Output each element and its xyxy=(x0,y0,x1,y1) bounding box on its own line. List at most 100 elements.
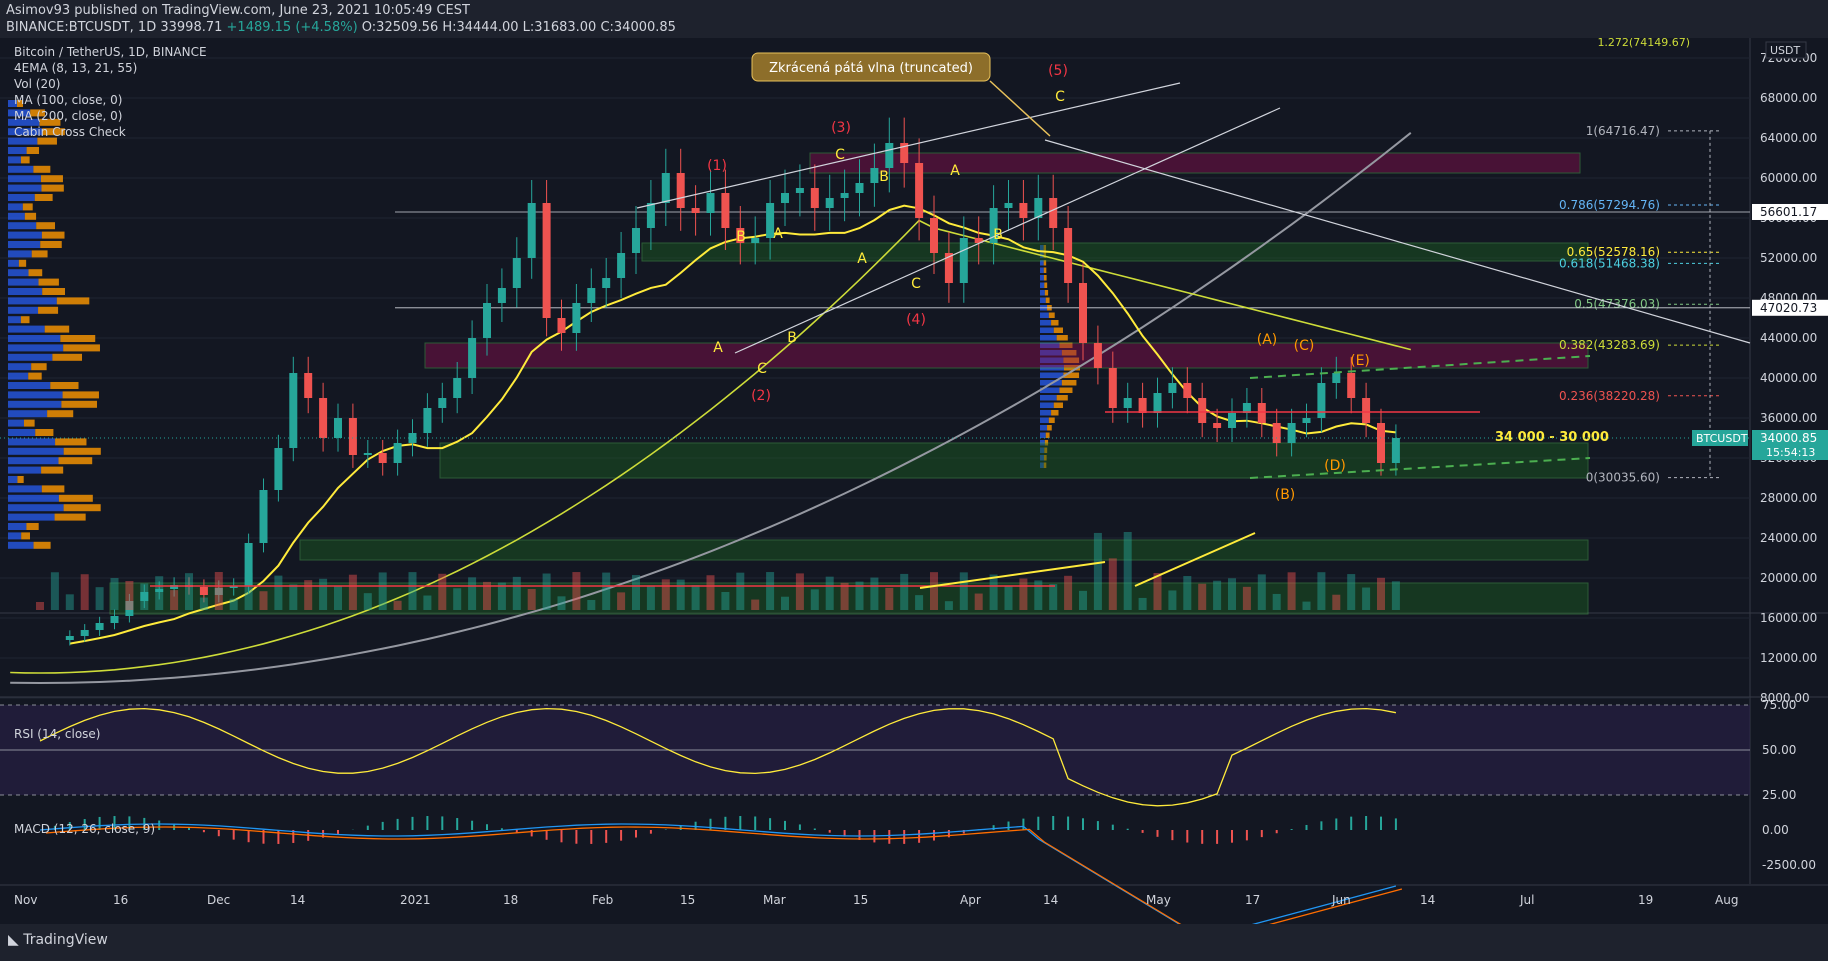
fib-level-label: 0.382(43283.69) xyxy=(1559,338,1660,352)
volume-bar xyxy=(1093,532,1102,610)
volume-profile-bar xyxy=(8,306,39,314)
candle-body xyxy=(1228,413,1236,428)
volume-bar xyxy=(885,587,894,610)
fib-level-label: 1.272(74149.67) xyxy=(1597,38,1690,49)
candle-body xyxy=(706,193,715,213)
volume-profile-bar xyxy=(1040,282,1045,288)
macd-histogram xyxy=(1037,816,1040,830)
macd-histogram xyxy=(113,816,116,830)
macd-histogram xyxy=(217,830,220,837)
candle-body xyxy=(1108,368,1117,408)
volume-bar xyxy=(751,599,760,610)
volume-bar xyxy=(274,575,283,610)
volume-bar xyxy=(542,573,551,610)
volume-bar xyxy=(632,575,640,610)
candle-body xyxy=(691,208,700,213)
wave-label: B xyxy=(879,169,889,185)
volume-bar xyxy=(1213,580,1222,610)
volume-profile-bar xyxy=(1061,350,1077,356)
volume-profile-bar xyxy=(31,363,47,371)
wave-label: (5) xyxy=(1048,63,1068,79)
candle-body xyxy=(155,589,164,592)
macd-histogram xyxy=(947,830,950,838)
volume-profile-bar xyxy=(1048,312,1055,318)
volume-profile-bar xyxy=(1040,275,1044,281)
volume-bar xyxy=(1123,532,1132,610)
candle-body xyxy=(1034,198,1043,218)
volume-bar xyxy=(334,586,342,610)
volume-bar xyxy=(1198,583,1207,610)
volume-profile-bar xyxy=(8,128,43,136)
price-chart[interactable]: 72000.0068000.0064000.0060000.0056000.00… xyxy=(0,38,1828,924)
volume-profile-bar xyxy=(1040,320,1052,326)
volume-profile-bar xyxy=(40,175,63,183)
wave-label: (A) xyxy=(1257,332,1278,348)
volume-profile-bar xyxy=(1063,372,1080,378)
volume-profile-bar xyxy=(24,212,37,220)
time-tick: 2021 xyxy=(400,893,431,907)
volume-profile-bar xyxy=(1053,327,1063,333)
macd-histogram xyxy=(456,818,459,830)
candle-body xyxy=(1168,383,1177,393)
candle-body xyxy=(1242,403,1251,413)
wave-label: (E) xyxy=(1350,353,1370,369)
volume-bar xyxy=(587,599,596,610)
volume-profile-bar xyxy=(8,222,37,230)
time-tick: 16 xyxy=(113,893,128,907)
support-resistance-zone xyxy=(641,242,1589,262)
wave-label: (1) xyxy=(707,158,727,174)
candle-body xyxy=(453,378,462,398)
time-tick: Feb xyxy=(592,893,613,907)
support-resistance-zone xyxy=(109,582,1589,615)
volume-bar xyxy=(691,585,700,610)
volume-bar xyxy=(527,588,536,610)
macd-histogram xyxy=(1320,821,1323,830)
legend-ma100: MA (100, close, 0) xyxy=(14,93,123,107)
volume-profile-bar xyxy=(44,325,70,333)
candle-body xyxy=(1153,393,1162,413)
volume-bar xyxy=(1183,576,1192,610)
macd-line xyxy=(39,823,1397,924)
candle-body xyxy=(795,188,804,193)
price-tag-bg xyxy=(1752,203,1828,220)
candle-body xyxy=(825,198,834,208)
macd-histogram xyxy=(590,830,593,844)
volume-profile-bar xyxy=(8,147,27,154)
price-axis-bg xyxy=(1750,38,1828,884)
symbol-ohlc-line: BINANCE:BTCUSDT, 1D 33998.71 +1489.15 (+… xyxy=(6,20,676,35)
tradingview-logo[interactable]: ◣ TradingView xyxy=(8,932,108,948)
last-price: 33998.71 xyxy=(160,20,223,35)
volume-profile-bar xyxy=(26,523,39,530)
volume-profile-bar xyxy=(1064,365,1080,371)
time-tick: 14 xyxy=(1420,893,1435,907)
volume-profile-bar xyxy=(8,335,61,342)
volume-profile-bar xyxy=(60,335,96,342)
volume-profile-bar xyxy=(28,372,42,380)
macd-histogram xyxy=(1096,821,1099,830)
volume-profile-bar xyxy=(1059,342,1073,348)
volume-profile-bar xyxy=(41,231,65,239)
macd-histogram xyxy=(1111,824,1114,830)
macd-histogram xyxy=(992,825,995,830)
volume-bar xyxy=(900,573,909,610)
volume-profile-bar xyxy=(58,494,93,502)
volume-profile-bar xyxy=(63,504,101,512)
wave-label: C xyxy=(1055,89,1065,105)
price-tick: 36000.00 xyxy=(1760,411,1817,425)
publisher-line: Asimov93 published on TradingView.com, J… xyxy=(6,3,470,18)
time-tick: Mar xyxy=(763,893,786,907)
candle-body xyxy=(661,173,670,203)
volume-profile-bar xyxy=(8,541,34,549)
candle-body xyxy=(900,143,909,163)
price-tick: 44000.00 xyxy=(1760,331,1817,345)
volume-bar xyxy=(1391,581,1400,610)
volume-bar xyxy=(721,592,730,610)
volume-profile-bar xyxy=(1045,297,1050,303)
volume-profile-bar xyxy=(8,391,63,399)
support-resistance-zone xyxy=(424,342,1589,369)
volume-profile-bar xyxy=(1040,425,1048,431)
candle-body xyxy=(915,163,924,218)
volume-profile-bar xyxy=(1043,252,1047,258)
macd-histogram xyxy=(262,830,265,844)
candle-body xyxy=(974,238,983,243)
